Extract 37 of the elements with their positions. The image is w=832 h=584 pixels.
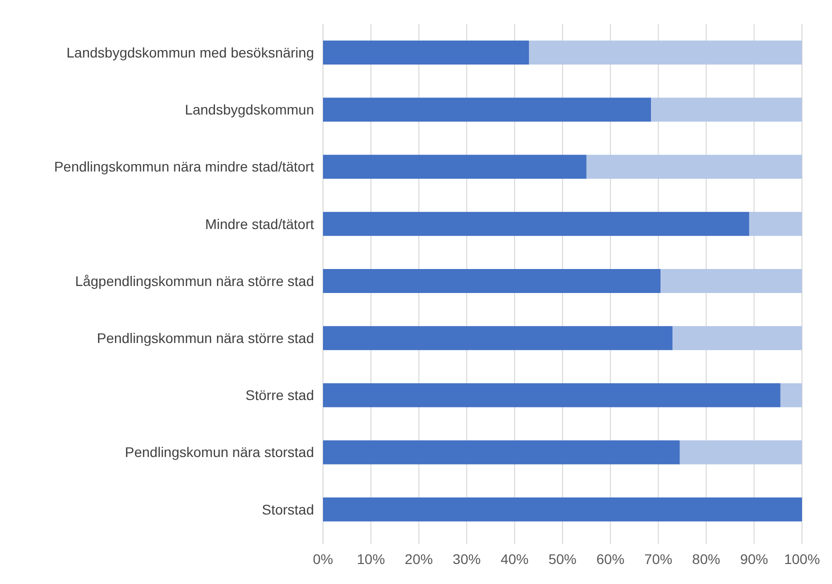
y-tick-label: Pendlingskommun nära mindre stad/tätort	[54, 158, 314, 175]
x-tick-label: 80%	[692, 551, 720, 567]
y-tick-label: Lågpendlingskommun nära större stad	[75, 272, 314, 289]
x-tick-label: 30%	[452, 551, 481, 567]
bar	[323, 497, 802, 522]
bar	[672, 326, 802, 350]
x-tick-label: 0%	[312, 551, 334, 567]
y-tick-label: Landsbygdskommun	[184, 102, 314, 118]
y-tick-label: Pendlingskommun nära större stad	[96, 330, 314, 346]
x-tick-label: 20%	[404, 551, 433, 567]
y-tick-label: Landsbygdskommun med besöksnäring	[66, 44, 314, 60]
x-tick-label: 90%	[740, 551, 768, 567]
bar	[749, 212, 802, 236]
bar	[323, 40, 529, 65]
bar	[528, 40, 802, 65]
y-tick-label: Större stad	[246, 387, 314, 404]
x-tick-label: 70%	[644, 551, 672, 567]
bar	[323, 440, 680, 464]
bar	[323, 154, 586, 179]
x-tick-label: 50%	[548, 551, 577, 567]
bar	[780, 383, 802, 408]
bar	[660, 269, 802, 293]
bar	[680, 440, 802, 464]
bar	[323, 98, 652, 122]
bar	[323, 269, 661, 293]
x-tick-label: 100%	[784, 551, 820, 567]
y-tick-label: Pendlingskomun nära storstad	[124, 444, 314, 460]
bar	[323, 212, 750, 236]
x-tick-label: 40%	[500, 551, 529, 567]
bar	[651, 98, 802, 122]
bar	[586, 154, 802, 179]
y-tick-label: Storstad	[262, 501, 314, 518]
bar	[323, 326, 673, 350]
x-tick-label: 60%	[596, 551, 624, 567]
bar	[323, 383, 780, 408]
x-tick-label: 10%	[356, 551, 385, 567]
y-tick-label: Mindre stad/tätort	[205, 216, 314, 232]
